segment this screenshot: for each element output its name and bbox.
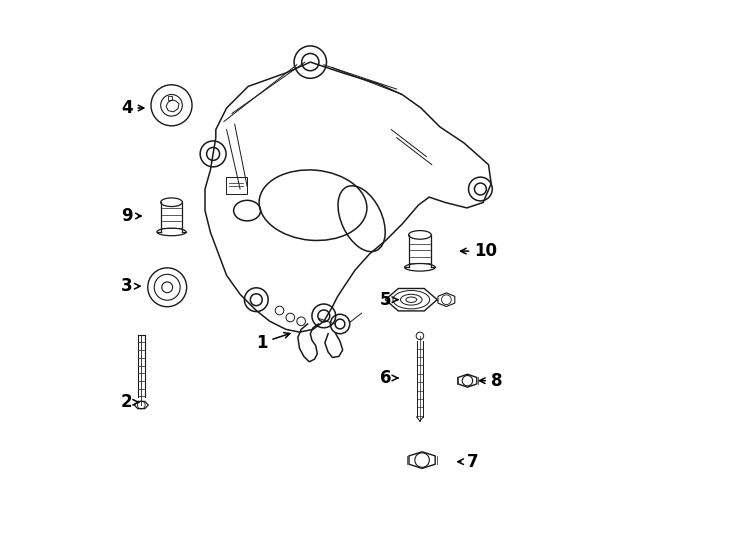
Text: 4: 4 — [121, 99, 144, 117]
Text: 9: 9 — [121, 207, 141, 225]
Text: 10: 10 — [460, 242, 498, 260]
Text: 7: 7 — [458, 453, 478, 471]
Text: 2: 2 — [121, 393, 139, 411]
Text: 1: 1 — [256, 333, 290, 352]
Text: 5: 5 — [380, 291, 398, 309]
Text: 8: 8 — [479, 372, 502, 390]
Text: 3: 3 — [121, 277, 140, 295]
Text: 6: 6 — [380, 369, 398, 387]
